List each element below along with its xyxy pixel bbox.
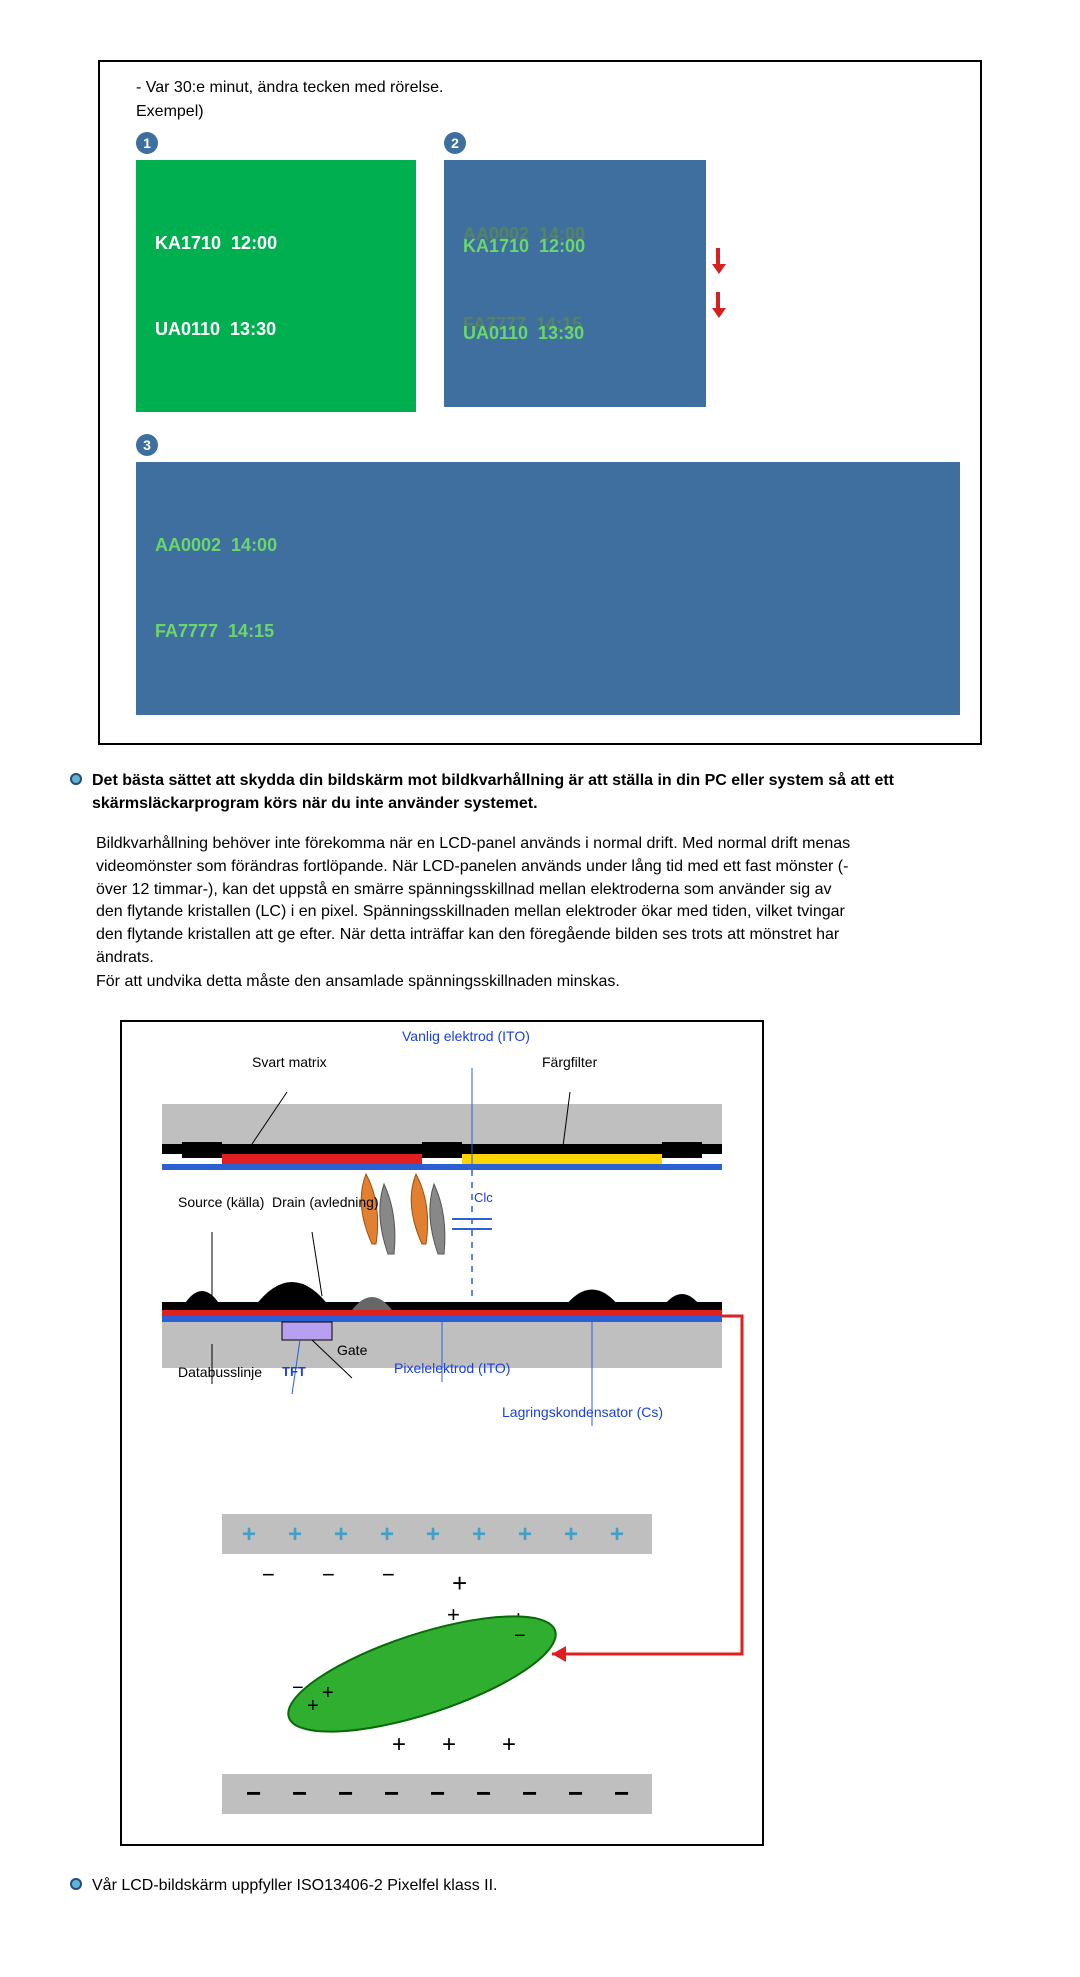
- disp1-line1: KA1710 12:00: [155, 229, 397, 258]
- lbl-source: Source (källa): [178, 1194, 264, 1210]
- lbl-farg: Färgfilter: [542, 1054, 597, 1070]
- svg-text:−: −: [430, 1778, 445, 1808]
- svg-text:−: −: [292, 1677, 304, 1699]
- disp1-line2: UA0110 13:30: [155, 315, 397, 344]
- svg-text:+: +: [334, 1521, 348, 1548]
- lbl-lagring: Lagringskondensator (Cs): [502, 1404, 663, 1420]
- bullet-dot-icon: [70, 1878, 82, 1890]
- bullet-dot-icon: [70, 773, 82, 785]
- disp3-line1: AA0002 14:00: [155, 531, 941, 560]
- svg-text:−: −: [522, 1778, 537, 1808]
- svg-text:−: −: [614, 1778, 629, 1808]
- example-panel-2: 2 AA0002 14:00 KA1710 12:00 FA7777 14:15…: [444, 132, 724, 412]
- lbl-gate: Gate: [337, 1342, 367, 1358]
- svg-text:+: +: [392, 1731, 406, 1758]
- display-2: AA0002 14:00 KA1710 12:00 FA7777 14:15 U…: [444, 160, 706, 407]
- svg-text:−: −: [322, 1562, 335, 1587]
- display-1: KA1710 12:00 UA0110 13:30: [136, 160, 416, 412]
- bullet-1: Det bästa sättet att skydda din bildskär…: [70, 769, 1010, 815]
- svg-text:+: +: [452, 1568, 467, 1598]
- display-3: AA0002 14:00 FA7777 14:15: [136, 462, 960, 714]
- svg-text:+: +: [307, 1695, 319, 1717]
- lbl-svart: Svart matrix: [252, 1054, 327, 1070]
- disp2-main-b: UA0110 13:30: [463, 319, 584, 348]
- badge-3: 3: [136, 434, 158, 456]
- svg-text:+: +: [288, 1521, 302, 1548]
- svg-text:+: +: [242, 1521, 256, 1548]
- bullet-2: Vår LCD-bildskärm uppfyller ISO13406-2 P…: [70, 1874, 1010, 1897]
- svg-text:−: −: [514, 1625, 526, 1647]
- paragraph-2: För att undvika detta måste den ansamlad…: [96, 971, 856, 994]
- arrow-down-icon: [712, 248, 724, 274]
- example-panel-3: 3 AA0002 14:00 FA7777 14:15: [136, 434, 960, 714]
- paragraph-1: Bildkvarhållning behöver inte förekomma …: [96, 833, 856, 969]
- lbl-vanlig: Vanlig elektrod (ITO): [402, 1028, 530, 1044]
- svg-text:−: −: [384, 1778, 399, 1808]
- intro-line2: Exempel): [136, 100, 960, 124]
- svg-text:+: +: [472, 1521, 486, 1548]
- lbl-pixel: Pixelelektrod (ITO): [394, 1360, 510, 1376]
- lcd-capacitor: +++++++++−−−+++++−−+++−−−−−−−−−: [122, 1474, 762, 1844]
- svg-text:+: +: [502, 1731, 516, 1758]
- lcd-diagram: Vanlig elektrod (ITO) Svart matrix Färgf…: [120, 1020, 764, 1846]
- intro-line1: - Var 30:e minut, ändra tecken med rörel…: [136, 76, 960, 100]
- example-panel-1: 1 KA1710 12:00 UA0110 13:30: [136, 132, 416, 412]
- svg-text:+: +: [564, 1521, 578, 1548]
- cross-section-svg: [122, 1044, 762, 1474]
- lbl-drain: Drain (avledning): [272, 1194, 379, 1210]
- svg-text:+: +: [442, 1731, 456, 1758]
- svg-text:−: −: [476, 1778, 491, 1808]
- svg-text:−: −: [338, 1778, 353, 1808]
- svg-text:+: +: [322, 1682, 334, 1704]
- lbl-databuss: Databusslinje: [178, 1364, 262, 1380]
- svg-text:+: +: [610, 1521, 624, 1548]
- lbl-tft: TFT: [282, 1364, 306, 1379]
- svg-text:−: −: [262, 1562, 275, 1587]
- disp3-line2: FA7777 14:15: [155, 617, 941, 646]
- disp2-main-a: KA1710 12:00: [463, 232, 585, 261]
- arrow-down-icon: [712, 292, 724, 318]
- example-box: - Var 30:e minut, ändra tecken med rörel…: [98, 60, 982, 745]
- badge-2: 2: [444, 132, 466, 154]
- scroll-arrows: [712, 248, 724, 318]
- svg-text:+: +: [380, 1521, 394, 1548]
- bullet-1-text: Det bästa sättet att skydda din bildskär…: [92, 769, 1010, 815]
- svg-text:−: −: [568, 1778, 583, 1808]
- svg-text:−: −: [292, 1778, 307, 1808]
- lbl-clc: Clc: [474, 1190, 493, 1205]
- badge-1: 1: [136, 132, 158, 154]
- svg-text:+: +: [518, 1521, 532, 1548]
- svg-text:−: −: [382, 1562, 395, 1587]
- svg-text:−: −: [246, 1778, 261, 1808]
- lcd-cross-section: Vanlig elektrod (ITO) Svart matrix Färgf…: [122, 1022, 762, 1474]
- svg-text:+: +: [426, 1521, 440, 1548]
- capacitor-svg: +++++++++−−−+++++−−+++−−−−−−−−−: [122, 1474, 762, 1844]
- bullet-2-text: Vår LCD-bildskärm uppfyller ISO13406-2 P…: [92, 1874, 498, 1897]
